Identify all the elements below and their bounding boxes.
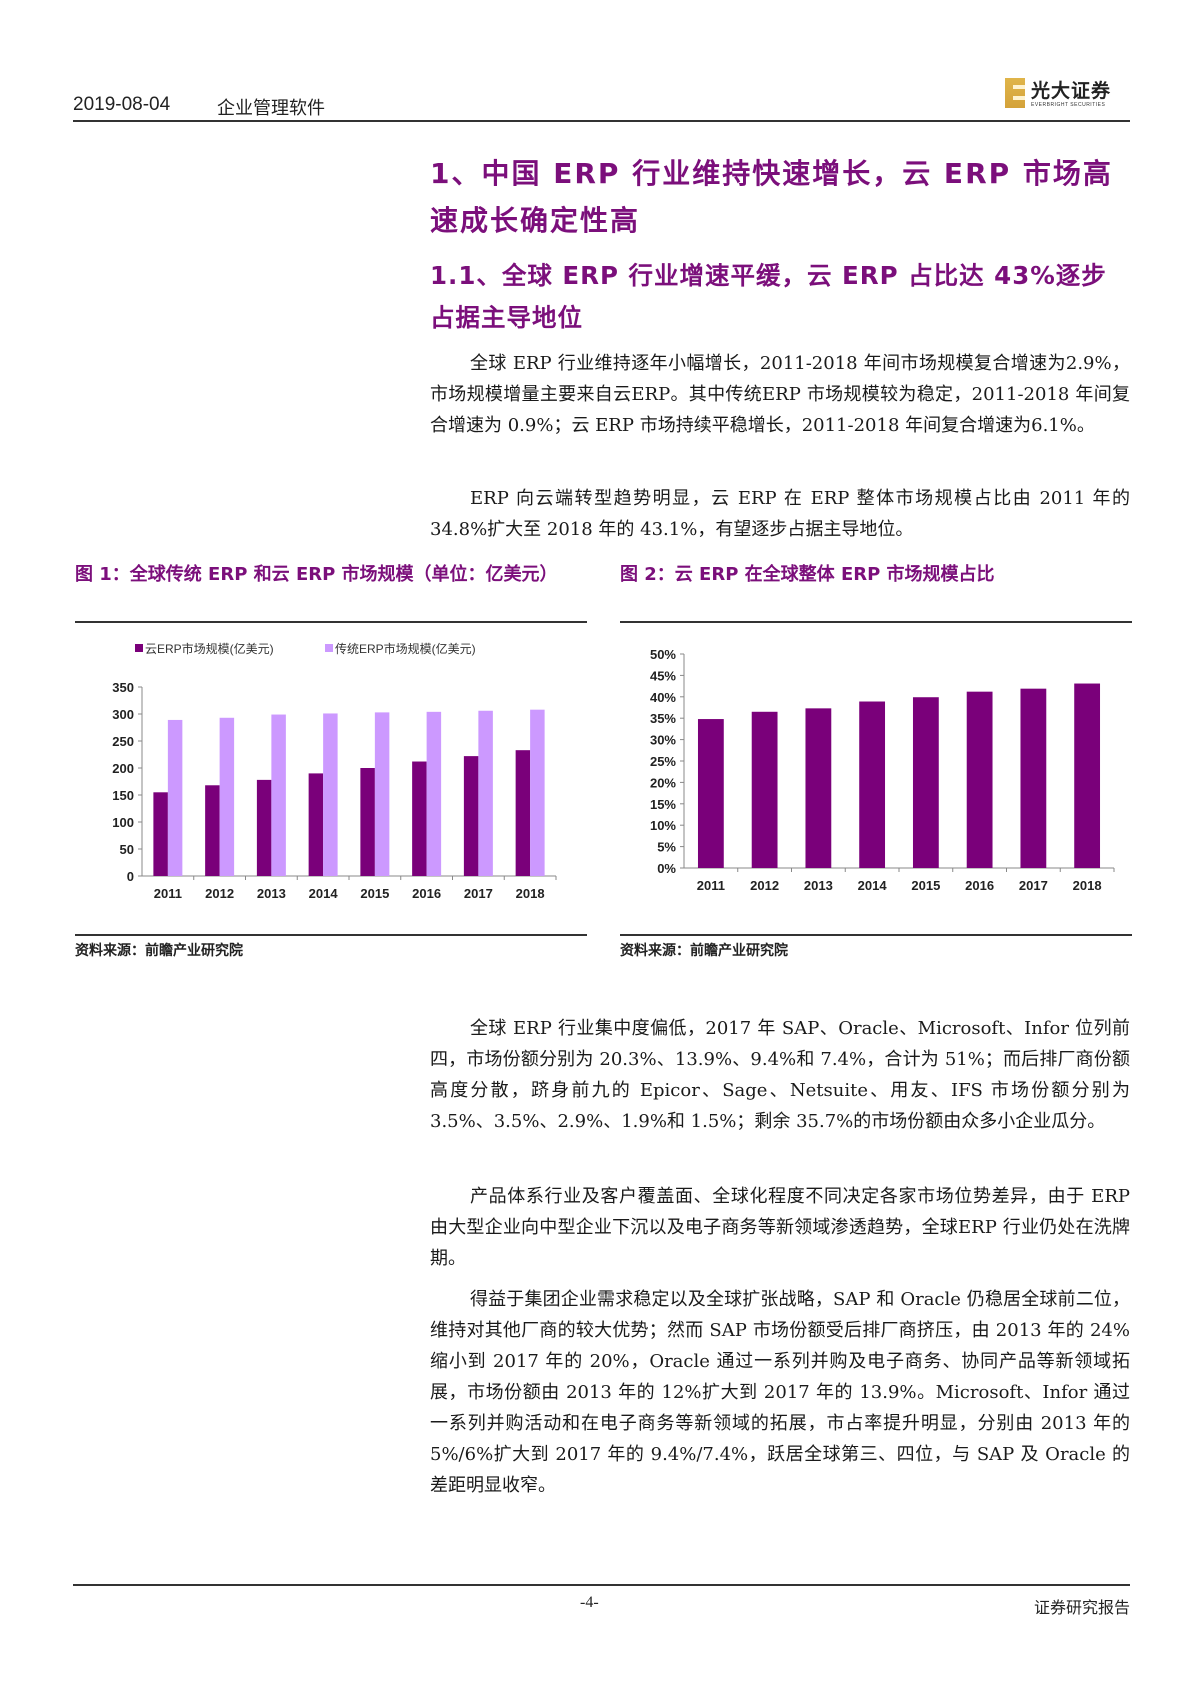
grouped-bar-chart: 0 50 100 150 200 250 300 350 2011 2012 2013 2014 201… <box>112 641 557 901</box>
bar <box>205 785 220 876</box>
bar <box>966 691 993 868</box>
figure-1-bottom-rule <box>75 934 587 936</box>
bar <box>360 768 375 876</box>
bar <box>751 711 778 868</box>
x-tick-label: 2017 <box>464 886 493 901</box>
logo-e-icon <box>1005 78 1025 108</box>
bar-chart: 0% 5% 10% 15% 20% 25% 30% 35% 40% 45% 50% 2011 2012 2… <box>650 647 1115 893</box>
bar <box>805 708 832 868</box>
figure-1-chart: 0 50 100 150 200 250 300 350 2011 2012 2013 2014 201… <box>75 630 587 920</box>
y-tick-label: 5% <box>657 840 676 855</box>
figure-2-title: 图 2：云 ERP 在全球整体 ERP 市场规模占比 <box>620 564 995 585</box>
bar <box>1020 688 1047 868</box>
figure-1-top-rule <box>75 621 587 623</box>
y-tick-label: 20% <box>650 775 676 790</box>
y-tick-label: 35% <box>650 711 676 726</box>
x-tick-label: 2018 <box>516 886 545 901</box>
body-paragraph: 产品体系行业及客户覆盖面、全球化程度不同决定各家市场位势差异，由于 ERP 由大… <box>430 1186 1130 1269</box>
x-tick-label: 2016 <box>965 878 994 893</box>
x-tick-label: 2018 <box>1073 878 1102 893</box>
legend-label: 云ERP市场规模(亿美元) <box>145 641 274 656</box>
bar <box>271 714 286 876</box>
bar <box>412 761 427 876</box>
x-tick-label: 2014 <box>858 878 888 893</box>
y-tick-label: 0% <box>657 861 676 876</box>
y-tick-label: 200 <box>112 761 134 776</box>
y-tick-label: 15% <box>650 797 676 812</box>
x-tick-label: 2011 <box>697 878 725 893</box>
header-rule <box>73 120 1130 122</box>
y-tick-label: 40% <box>650 690 676 705</box>
bar <box>219 717 235 876</box>
x-tick-label: 2015 <box>911 878 940 893</box>
bar <box>463 756 479 876</box>
industry-label: 企业管理软件 <box>217 98 325 119</box>
legend-label: 传统ERP市场规模(亿美元) <box>335 641 476 656</box>
bar <box>167 719 183 876</box>
y-tick-label: 150 <box>112 788 134 803</box>
y-tick-label: 350 <box>112 680 134 695</box>
y-tick-label: 10% <box>650 818 676 833</box>
bar <box>478 710 493 876</box>
figure-2-chart: 0% 5% 10% 15% 20% 25% 30% 35% 40% 45% 50% 2011 2012 2… <box>620 630 1132 920</box>
x-tick-label: 2013 <box>804 878 833 893</box>
footer-label: 证券研究报告 <box>1033 1598 1130 1617</box>
logo-name-en: EVERBRIGHT SECURITIES <box>1031 102 1106 108</box>
figure-2-source: 资料来源：前瞻产业研究院 <box>620 943 788 959</box>
bar <box>374 712 390 876</box>
bar <box>515 750 531 876</box>
y-tick-label: 50% <box>650 647 676 662</box>
legend-swatch <box>135 644 143 652</box>
bar <box>256 779 272 876</box>
page-number: -4- <box>580 1594 599 1611</box>
bar <box>859 701 886 868</box>
figure-1-title: 图 1：全球传统 ERP 和云 ERP 市场规模（单位：亿美元） <box>75 564 558 585</box>
x-tick-label: 2012 <box>750 878 779 893</box>
body-paragraph: 全球 ERP 行业集中度偏低，2017 年 SAP、Oracle、Microso… <box>430 1018 1130 1132</box>
y-tick-label: 0 <box>127 869 134 884</box>
bar <box>1074 683 1101 868</box>
y-tick-label: 50 <box>120 842 134 857</box>
subsection-heading: 1.1、全球 ERP 行业增速平缓，云 ERP 占比达 43%逐步占据主导地位 <box>430 261 1107 332</box>
report-date: 2019-08-04 <box>73 94 171 115</box>
bar <box>426 711 442 876</box>
body-paragraph: 全球 ERP 行业维持逐年小幅增长，2011-2018 年间市场规模复合增速为2… <box>430 353 1130 436</box>
y-tick-label: 300 <box>112 707 134 722</box>
x-tick-label: 2012 <box>205 886 234 901</box>
figure-1-source: 资料来源：前瞻产业研究院 <box>75 943 243 959</box>
bar <box>323 713 338 876</box>
x-tick-label: 2016 <box>412 886 441 901</box>
body-paragraph: 得益于集团企业需求稳定以及全球扩张战略，SAP 和 Oracle 仍稳居全球前二… <box>430 1289 1130 1496</box>
x-tick-label: 2015 <box>360 886 389 901</box>
y-tick-label: 30% <box>650 733 676 748</box>
y-tick-label: 100 <box>112 815 134 830</box>
x-tick-label: 2011 <box>154 886 182 901</box>
bar <box>530 709 545 876</box>
footer-rule <box>73 1584 1130 1586</box>
legend-swatch <box>325 644 333 652</box>
figure-2-top-rule <box>620 621 1132 623</box>
body-paragraph: ERP 向云端转型趋势明显，云 ERP 在 ERP 整体市场规模占比由 2011… <box>430 488 1130 540</box>
y-tick-label: 250 <box>112 734 134 749</box>
x-tick-label: 2014 <box>309 886 339 901</box>
bar <box>697 719 724 868</box>
section-heading: 1、中国 ERP 行业维持快速增长，云 ERP 市场高速成长确定性高 <box>430 157 1113 237</box>
x-tick-label: 2013 <box>257 886 286 901</box>
y-tick-label: 25% <box>650 754 676 769</box>
y-tick-label: 45% <box>650 668 676 683</box>
bar <box>308 773 324 876</box>
bar <box>912 697 939 868</box>
x-tick-label: 2017 <box>1019 878 1048 893</box>
page-header: 2019-08-04 企业管理软件 光大证券 EVERBRIGHT SECURI… <box>73 78 1130 122</box>
everbright-logo: 光大证券 EVERBRIGHT SECURITIES <box>1005 76 1130 114</box>
figure-2-bottom-rule <box>620 934 1132 936</box>
bar <box>153 792 168 876</box>
logo-name-cn: 光大证券 <box>1031 80 1112 102</box>
